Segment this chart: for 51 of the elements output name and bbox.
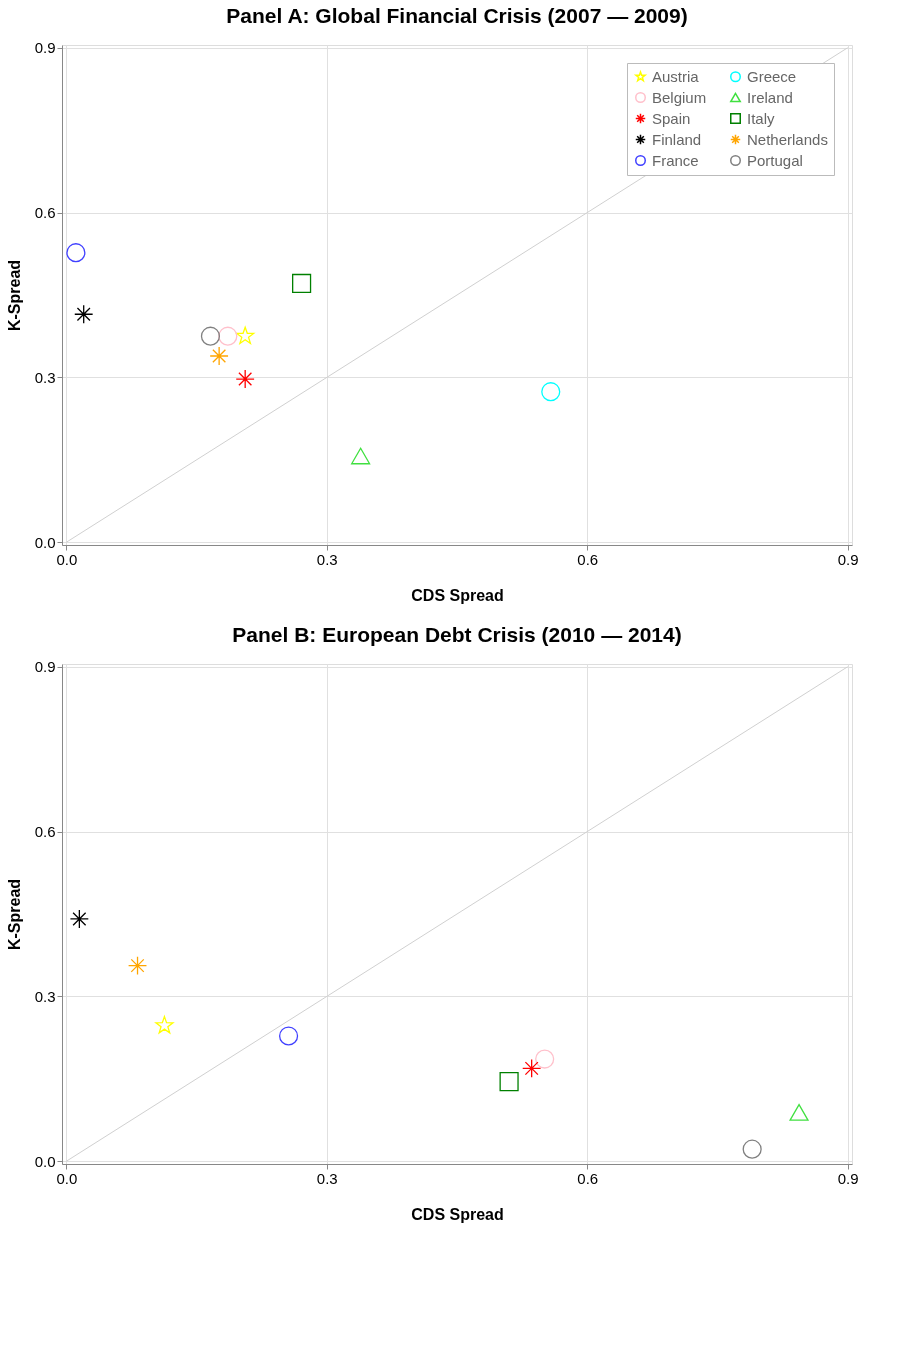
x-tick-label: 0.6 (577, 550, 599, 568)
point (127, 956, 148, 976)
y-tick-label: 0.0 (34, 1152, 56, 1170)
y-tick-label: 0.9 (34, 39, 56, 57)
y-tick-label: 0.3 (34, 368, 56, 386)
x-tick-label: 0.0 (56, 550, 78, 568)
x-tick-label: 0.0 (56, 1169, 78, 1187)
point (541, 382, 561, 402)
point (66, 243, 86, 263)
x-tick-label: 0.3 (316, 1169, 338, 1187)
legend-label: Austria (652, 67, 700, 85)
x-axis-title: CDS Spread (411, 586, 504, 604)
point (278, 1026, 299, 1046)
point (155, 1015, 174, 1034)
point (235, 369, 255, 389)
point (522, 1058, 542, 1078)
y-tick-label: 0.6 (34, 823, 56, 841)
point (499, 1071, 519, 1092)
legend-label: Greece (747, 67, 797, 85)
legend-label: Portugal (747, 151, 803, 169)
point (69, 909, 89, 929)
y-axis-title: K-Spread (5, 259, 23, 332)
chart-title: Panel A: Global Financial Crisis (2007 — 2009) (226, 3, 688, 27)
chart-title: Panel B: European Debt Crisis (2010 — 2014) (232, 622, 682, 646)
y-axis-title: K-Spread (5, 878, 23, 951)
point (742, 1139, 762, 1159)
point (218, 326, 238, 346)
point (209, 346, 229, 366)
x-tick-label: 0.3 (316, 550, 338, 568)
x-axis-title: CDS Spread (411, 1205, 504, 1223)
point (74, 304, 94, 324)
legend-label: France (652, 151, 699, 169)
point (535, 1049, 555, 1069)
legend-label: Belgium (652, 88, 707, 106)
legend-label: Netherlands (747, 130, 828, 148)
x-tick-label: 0.9 (837, 550, 859, 568)
point (351, 447, 371, 465)
point (200, 326, 221, 346)
point (236, 326, 255, 345)
point (789, 1103, 809, 1121)
point (292, 273, 312, 294)
legend-label: Finland (652, 130, 702, 148)
legend-label: Ireland (747, 88, 793, 106)
y-tick-label: 0.3 (34, 987, 56, 1005)
x-tick-label: 0.6 (577, 1169, 599, 1187)
y-tick-label: 0.0 (34, 533, 56, 551)
y-tick-label: 0.6 (34, 204, 56, 222)
x-tick-label: 0.9 (837, 1169, 859, 1187)
y-tick-label: 0.9 (34, 658, 56, 676)
legend-label: Italy (747, 109, 776, 127)
legend-label: Spain (652, 109, 691, 127)
